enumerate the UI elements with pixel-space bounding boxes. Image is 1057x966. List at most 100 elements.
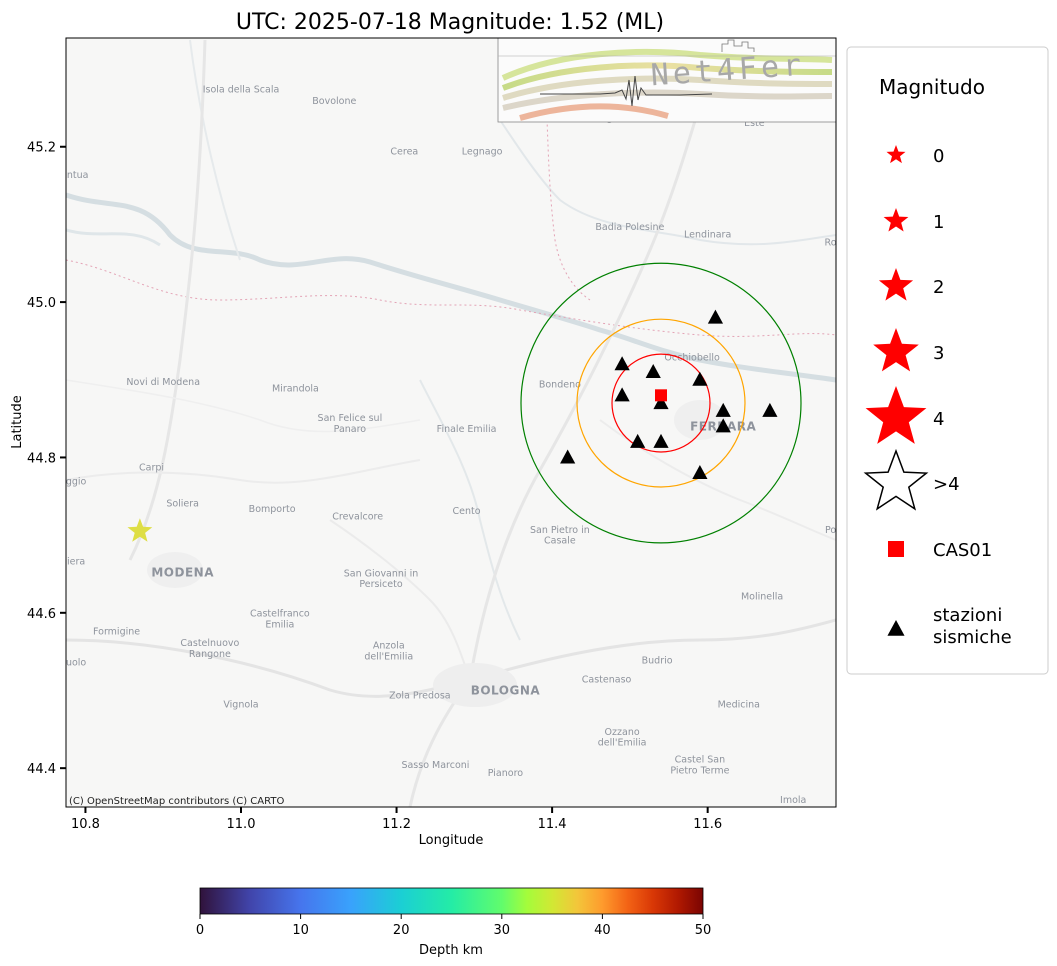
place-label: Budrio bbox=[642, 655, 673, 666]
colorbar-tick-label: 50 bbox=[695, 923, 712, 938]
station-triangle-icon bbox=[614, 356, 630, 371]
place-label: San Felice sul bbox=[318, 413, 383, 424]
map-panel[interactable]: Isola della ScalaBovoloneCologna VenetaC… bbox=[65, 37, 856, 808]
place-label: Soliera bbox=[166, 498, 199, 509]
distance-circles bbox=[520, 262, 802, 544]
x-tick-label: 11.4 bbox=[538, 817, 567, 832]
legend-label: 4 bbox=[933, 409, 944, 430]
legend-label: >4 bbox=[933, 474, 960, 495]
place-label: Isola della Scala bbox=[203, 84, 280, 95]
place-label: uolo bbox=[66, 658, 86, 669]
reference-station-square-icon bbox=[655, 389, 667, 402]
place-label: San Giovanni in bbox=[344, 568, 419, 579]
place-label: Mirandola bbox=[272, 383, 319, 394]
station-triangle-icon bbox=[645, 364, 661, 379]
place-label: Rangone bbox=[189, 649, 231, 660]
legend-square-icon bbox=[888, 541, 904, 557]
map-frame bbox=[65, 37, 837, 808]
reference-station-layer bbox=[655, 389, 667, 402]
place-label: Zola Predosa bbox=[389, 690, 451, 701]
colorbar-tick-label: 10 bbox=[292, 923, 309, 938]
epicenter-star-icon bbox=[127, 518, 153, 542]
place-label: Ro bbox=[825, 237, 837, 248]
place-label: Molinella bbox=[741, 592, 783, 603]
place-label: Sasso Marconi bbox=[401, 760, 469, 771]
place-label: dell'Emilia bbox=[364, 651, 413, 662]
station-triangle-icon bbox=[653, 395, 669, 410]
place-label: Ozzano bbox=[605, 727, 640, 738]
x-axis-label: Longitude bbox=[419, 833, 484, 848]
overlay bbox=[127, 262, 802, 544]
legend-label: stazioni bbox=[933, 605, 1002, 626]
station-triangle-icon bbox=[630, 433, 646, 448]
station-triangle-icon bbox=[715, 418, 731, 433]
place-label: San Pietro in bbox=[530, 525, 590, 536]
place-label: Imola bbox=[780, 795, 806, 806]
place-label: Novi di Modena bbox=[126, 377, 200, 388]
place-label: Carpi bbox=[139, 463, 164, 474]
y-axis-ticks: 44.4 44.6 44.8 45.0 45.2 bbox=[27, 141, 66, 777]
legend-triangle-icon bbox=[887, 620, 905, 636]
colorbar: 0 10 20 30 40 50 Depth km bbox=[196, 887, 711, 958]
colorbar-ticks: 0 10 20 30 40 50 bbox=[196, 914, 711, 938]
x-axis-ticks: 10.8 11.0 11.2 11.4 11.6 bbox=[71, 807, 722, 832]
legend-star-icon bbox=[873, 328, 919, 372]
distance-circle bbox=[576, 318, 746, 488]
legend-label: 1 bbox=[933, 212, 944, 233]
place-label: Castelfranco bbox=[250, 609, 310, 620]
place-label: Finale Emilia bbox=[437, 424, 497, 435]
legend-star-icon bbox=[878, 268, 914, 301]
place-label: Castel San bbox=[675, 755, 726, 766]
epicenter-layer bbox=[127, 518, 153, 542]
station-triangle-icon bbox=[653, 433, 669, 448]
place-label: Emilia bbox=[265, 620, 294, 631]
place-label: Vignola bbox=[223, 700, 258, 711]
place-label: Pietro Terme bbox=[670, 766, 729, 777]
y-axis-label: Latitude bbox=[10, 395, 25, 449]
place-label: Po bbox=[825, 525, 836, 536]
place-label: Anzola bbox=[373, 641, 405, 652]
y-tick-label: 44.8 bbox=[27, 451, 56, 466]
po-river bbox=[66, 192, 836, 383]
place-label: ntua bbox=[67, 170, 89, 181]
place-label: Badia Polesine bbox=[595, 222, 664, 233]
station-triangle-icon bbox=[692, 371, 708, 386]
skyline bbox=[721, 39, 755, 52]
legend-star-icon bbox=[865, 386, 927, 444]
y-tick-label: 45.0 bbox=[27, 296, 56, 311]
seismogram-trace bbox=[540, 75, 713, 107]
place-label: Este bbox=[744, 118, 765, 129]
legend-label: 2 bbox=[933, 277, 944, 298]
place-label: Bomporto bbox=[249, 504, 296, 515]
net4fer-logo: Net4Fer bbox=[497, 37, 837, 123]
station-triangle-icon bbox=[762, 402, 778, 417]
place-label: Bovolone bbox=[312, 96, 356, 107]
place-label: dell'Emilia bbox=[598, 738, 647, 749]
legend-frame bbox=[846, 46, 1049, 675]
distance-circle bbox=[611, 353, 711, 453]
legend-label: sismiche bbox=[933, 627, 1012, 648]
legend-label: 0 bbox=[933, 146, 944, 167]
place-label: Legnago bbox=[462, 147, 503, 158]
legend-star-icon bbox=[863, 448, 929, 511]
distance-circle bbox=[520, 262, 802, 544]
colorbar-tick-label: 0 bbox=[196, 923, 204, 938]
basemap-place-labels: Isola della ScalaBovoloneCologna VenetaC… bbox=[66, 53, 837, 806]
place-label: Formigine bbox=[93, 627, 140, 638]
place-label: Castelnuovo bbox=[180, 638, 239, 649]
place-label: Medicina bbox=[718, 700, 760, 711]
station-triangle-icon bbox=[560, 449, 576, 464]
legend-star-icon bbox=[886, 145, 906, 164]
place-label: ggio bbox=[66, 477, 87, 488]
basemap: Isola della ScalaBovoloneCologna VenetaC… bbox=[66, 39, 837, 807]
legend-label: CAS01 bbox=[933, 540, 992, 561]
map-attribution: (C) OpenStreetMap contributors (C) CARTO bbox=[69, 796, 284, 807]
legend-title: Magnitudo bbox=[879, 75, 985, 99]
place-label: Cento bbox=[453, 506, 481, 517]
place-label: Occhiobello bbox=[664, 352, 720, 363]
x-tick-label: 10.8 bbox=[71, 817, 100, 832]
place-label: Panaro bbox=[334, 424, 367, 435]
